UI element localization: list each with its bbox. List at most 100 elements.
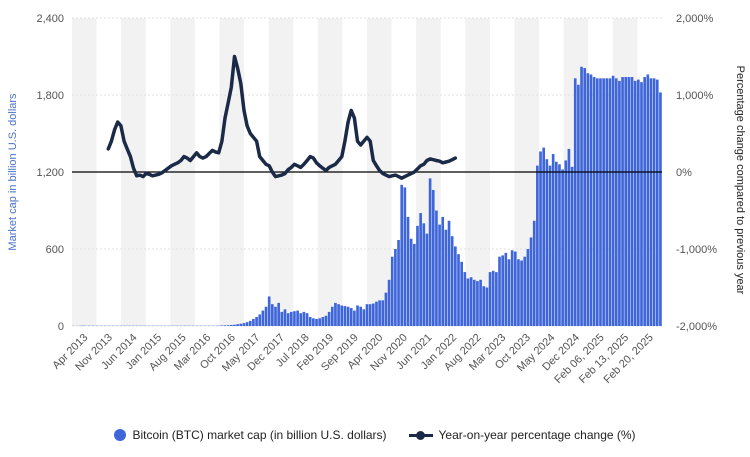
bar[interactable] (460, 261, 463, 326)
bar[interactable] (346, 306, 350, 326)
bar[interactable] (482, 286, 486, 326)
bar[interactable] (438, 224, 441, 326)
yoy-line[interactable] (106, 54, 458, 180)
bar[interactable] (406, 216, 410, 326)
bar[interactable] (545, 159, 549, 326)
bar[interactable] (293, 311, 296, 326)
bar[interactable] (573, 78, 577, 326)
bar[interactable] (614, 78, 618, 326)
bar[interactable] (274, 306, 277, 326)
bar[interactable] (567, 148, 571, 326)
bar[interactable] (264, 306, 268, 326)
bar[interactable] (520, 260, 523, 326)
bar[interactable] (548, 165, 552, 326)
bar[interactable] (457, 254, 460, 326)
bar[interactable] (220, 325, 224, 326)
bar[interactable] (646, 74, 650, 326)
legend-item-yoy-change[interactable]: Year-on-year percentage change (%) (408, 428, 636, 442)
bar[interactable] (605, 78, 609, 326)
bar[interactable] (441, 216, 445, 326)
bar[interactable] (570, 166, 574, 326)
bar[interactable] (381, 300, 385, 326)
bar[interactable] (340, 305, 344, 326)
bar[interactable] (365, 304, 369, 326)
bar[interactable] (387, 279, 391, 326)
bar[interactable] (551, 154, 555, 326)
bar[interactable] (252, 318, 255, 326)
legend-item-market-cap[interactable]: Bitcoin (BTC) market cap (in billion U.S… (114, 428, 387, 442)
bar[interactable] (362, 309, 366, 326)
bar[interactable] (580, 66, 583, 327)
bar[interactable] (435, 210, 438, 327)
bar[interactable] (463, 272, 467, 326)
bar[interactable] (504, 252, 508, 326)
bar[interactable] (226, 325, 230, 326)
bar[interactable] (390, 256, 394, 326)
bar[interactable] (359, 306, 363, 326)
bar[interactable] (652, 78, 656, 326)
bar[interactable] (242, 323, 246, 326)
bar[interactable] (321, 317, 325, 326)
bar[interactable] (378, 300, 381, 326)
bar[interactable] (239, 323, 243, 326)
bar[interactable] (592, 77, 596, 327)
bar[interactable] (286, 313, 290, 326)
bar[interactable] (280, 311, 284, 326)
bar[interactable] (577, 84, 580, 326)
bar[interactable] (431, 189, 435, 326)
bar[interactable] (536, 165, 539, 326)
bar[interactable] (640, 82, 643, 327)
bar[interactable] (258, 314, 262, 326)
bar[interactable] (230, 324, 233, 326)
bar[interactable] (403, 187, 407, 326)
bar[interactable] (447, 220, 451, 326)
bar[interactable] (649, 78, 653, 326)
bar[interactable] (384, 292, 388, 326)
bar[interactable] (353, 310, 356, 326)
bar[interactable] (318, 318, 322, 326)
bar[interactable] (296, 310, 299, 326)
bar[interactable] (586, 73, 590, 326)
bar[interactable] (375, 301, 378, 326)
bar[interactable] (643, 77, 646, 327)
bar[interactable] (236, 324, 239, 326)
bar[interactable] (394, 249, 397, 326)
bar[interactable] (554, 161, 558, 326)
bar[interactable] (255, 317, 258, 326)
bar[interactable] (523, 256, 527, 326)
bar[interactable] (419, 213, 422, 326)
bar[interactable] (627, 77, 631, 327)
bar[interactable] (469, 277, 473, 326)
bar[interactable] (633, 80, 637, 326)
bar[interactable] (476, 281, 479, 326)
bar[interactable] (472, 279, 476, 326)
bar[interactable] (450, 236, 454, 326)
bar[interactable] (271, 304, 274, 326)
bar[interactable] (602, 78, 605, 326)
bar[interactable] (400, 184, 404, 326)
bar[interactable] (495, 272, 498, 326)
bar[interactable] (655, 79, 659, 326)
bar[interactable] (248, 320, 252, 326)
bar[interactable] (368, 304, 372, 326)
bar[interactable] (599, 78, 602, 326)
bar[interactable] (397, 240, 400, 326)
bar[interactable] (558, 164, 561, 326)
bar[interactable] (454, 246, 457, 326)
bar[interactable] (611, 75, 615, 326)
bar[interactable] (542, 147, 546, 326)
bar[interactable] (532, 220, 536, 326)
bar[interactable] (416, 225, 419, 326)
bar[interactable] (324, 315, 328, 326)
bar[interactable] (608, 78, 612, 326)
bar[interactable] (409, 238, 413, 326)
bar[interactable] (444, 229, 448, 326)
bar[interactable] (517, 259, 520, 326)
bar[interactable] (299, 313, 303, 326)
bar[interactable] (312, 318, 315, 326)
bar[interactable] (233, 324, 236, 326)
bar[interactable] (343, 306, 347, 326)
bar[interactable] (315, 318, 318, 326)
bar[interactable] (334, 302, 337, 326)
bar[interactable] (305, 313, 309, 326)
